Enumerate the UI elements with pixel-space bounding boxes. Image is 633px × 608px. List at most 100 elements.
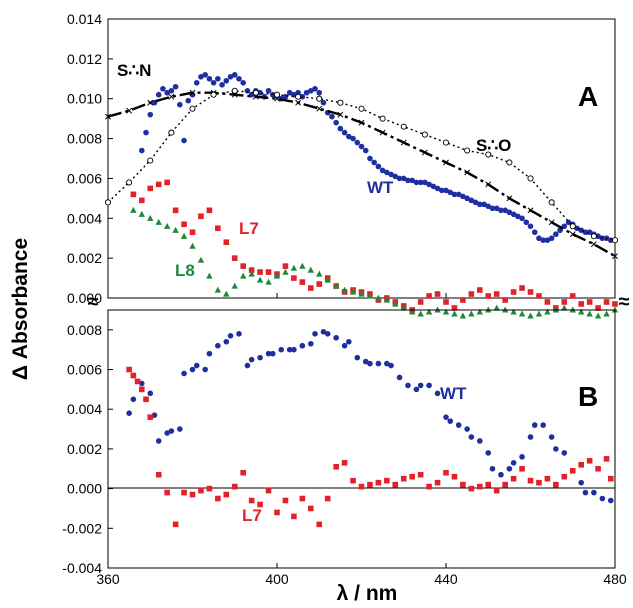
data-point — [337, 111, 344, 118]
y-tick-label: 0.004 — [67, 401, 102, 417]
data-point — [240, 79, 246, 86]
x-axis-ticks: 360 400 440 480 — [96, 293, 627, 587]
data-point — [227, 73, 234, 80]
data-point — [240, 469, 246, 476]
data-point — [451, 305, 458, 311]
data-point — [202, 72, 208, 78]
data-point — [476, 308, 483, 315]
data-point — [164, 179, 170, 186]
data-point — [498, 471, 504, 478]
data-point — [168, 428, 175, 434]
data-point — [181, 370, 187, 377]
data-point — [139, 380, 145, 387]
data-point — [333, 463, 339, 470]
data-point — [599, 495, 606, 502]
y-tick-label: 0.014 — [67, 11, 102, 27]
data-point — [147, 111, 154, 118]
data-point — [278, 346, 285, 353]
data-point — [443, 299, 449, 305]
data-point — [506, 465, 513, 472]
data-point — [139, 386, 145, 393]
data-point — [240, 263, 246, 269]
data-point — [164, 89, 170, 96]
data-point — [392, 173, 399, 180]
data-point — [590, 241, 597, 248]
data-point — [455, 191, 462, 198]
data-point — [489, 205, 496, 212]
data-point — [464, 169, 471, 176]
data-point — [375, 163, 382, 170]
data-point — [582, 489, 589, 496]
data-point — [316, 89, 323, 96]
data-point — [400, 139, 407, 146]
data-point — [206, 350, 213, 357]
data-point — [388, 362, 394, 369]
data-point — [455, 422, 462, 428]
data-point — [485, 181, 492, 188]
data-point — [126, 107, 133, 114]
data-point — [273, 91, 281, 98]
data-point — [481, 201, 487, 208]
data-point — [236, 75, 242, 82]
data-point — [485, 481, 492, 488]
data-point — [130, 206, 137, 213]
data-point — [400, 304, 407, 311]
data-point — [518, 310, 526, 317]
y-tick-label: 0.002 — [67, 441, 102, 457]
panel-b-y-ticks: -0.004 -0.002 0.000 0.002 0.004 0.006 0.008 — [62, 322, 113, 576]
data-point — [434, 479, 441, 486]
x-tick-label: 400 — [265, 571, 289, 587]
data-point — [189, 105, 196, 112]
data-point — [468, 291, 475, 297]
data-point — [214, 286, 222, 293]
data-point — [308, 87, 314, 94]
data-point — [464, 147, 471, 154]
data-point — [591, 489, 597, 496]
data-point — [282, 93, 289, 100]
data-point — [527, 434, 534, 440]
panel-a-y-ticks: 0.000 0.002 0.004 0.006 0.008 0.010 0.012 0.014 — [67, 11, 113, 306]
data-point — [308, 505, 314, 512]
data-point — [248, 497, 255, 504]
data-point — [155, 438, 162, 444]
data-point — [126, 366, 132, 373]
l7-annotation-a: L7 — [239, 219, 259, 238]
data-point — [443, 187, 449, 194]
y-axis-title: Δ Absorbance — [9, 238, 32, 380]
data-point — [307, 266, 314, 273]
data-point — [354, 139, 361, 146]
data-point — [544, 299, 551, 305]
data-point — [257, 501, 263, 508]
data-point — [231, 255, 238, 261]
data-point — [400, 175, 407, 182]
data-point — [400, 123, 407, 130]
panel-a-series — [104, 72, 619, 319]
data-point — [595, 465, 601, 472]
data-point — [438, 187, 445, 194]
data-point — [329, 113, 335, 120]
data-point — [498, 207, 504, 214]
data-point — [172, 521, 179, 528]
panel-b-label: B — [578, 381, 598, 412]
data-point — [143, 129, 149, 136]
data-point — [231, 483, 238, 490]
data-point — [477, 483, 483, 490]
data-point — [396, 374, 403, 381]
data-point — [536, 479, 542, 486]
data-point — [324, 276, 331, 283]
data-point — [540, 422, 546, 428]
data-point — [299, 342, 306, 349]
data-point — [172, 226, 179, 233]
data-point — [578, 308, 585, 315]
x-tick-label: 440 — [434, 571, 458, 587]
data-point — [265, 350, 272, 357]
data-point — [316, 281, 323, 287]
data-point — [215, 225, 221, 232]
data-point — [472, 199, 479, 206]
data-point — [316, 521, 323, 528]
data-point — [189, 366, 196, 373]
data-point — [413, 386, 420, 393]
data-point — [223, 77, 230, 84]
data-point — [126, 410, 132, 417]
data-point — [464, 195, 470, 202]
